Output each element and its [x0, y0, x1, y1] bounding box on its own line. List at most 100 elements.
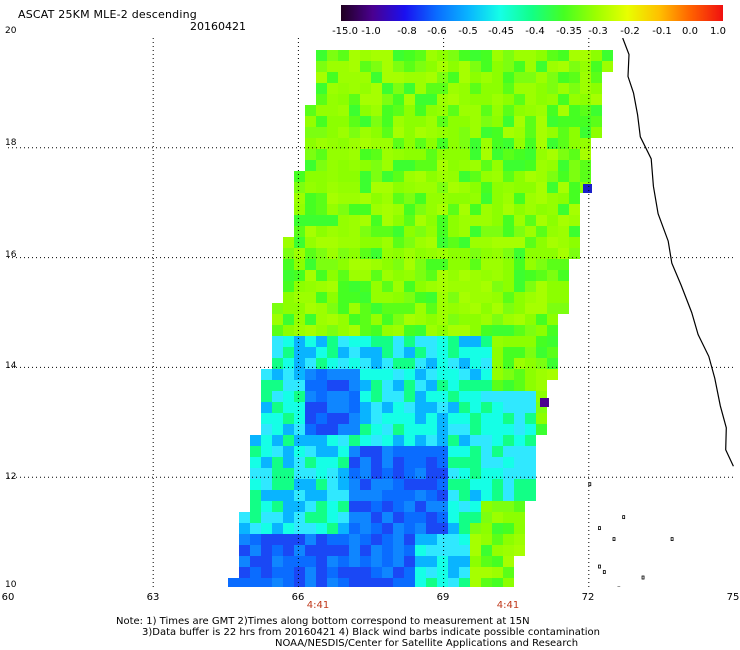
swath-cell: [338, 94, 349, 105]
swath-cell: [382, 424, 393, 435]
swath-cell: [536, 314, 547, 325]
swath-cell: [437, 160, 448, 171]
swath-cell: [481, 226, 492, 237]
swath-cell: [459, 314, 470, 325]
swath-cell: [459, 512, 470, 523]
swath-cell: [294, 534, 305, 545]
swath-cell: [481, 50, 492, 61]
swath-cell: [514, 545, 525, 556]
swath-cell: [349, 160, 360, 171]
swath-cell: [558, 83, 569, 94]
swath-cell: [382, 578, 393, 587]
island-mark: [670, 537, 674, 541]
swath-cell: [503, 50, 514, 61]
swath-cell: [536, 281, 547, 292]
swath-cell: [360, 402, 371, 413]
swath-cell: [448, 215, 459, 226]
swath-cell: [448, 358, 459, 369]
swath-cell: [338, 556, 349, 567]
swath-cell: [503, 402, 514, 413]
swath-cell: [448, 303, 459, 314]
swath-cell: [393, 94, 404, 105]
swath-cell: [591, 72, 602, 83]
swath-cell: [514, 83, 525, 94]
swath-cell: [448, 490, 459, 501]
swath-cell: [492, 61, 503, 72]
swath-cell: [536, 138, 547, 149]
swath-cell: [316, 347, 327, 358]
swath-cell: [393, 413, 404, 424]
swath-cell: [393, 204, 404, 215]
swath-cell: [305, 226, 316, 237]
swath-cell: [569, 204, 580, 215]
swath-cell: [338, 578, 349, 587]
swath-cell: [294, 171, 305, 182]
swath-cell: [371, 435, 382, 446]
swath-cell: [437, 149, 448, 160]
swath-cell: [272, 468, 283, 479]
swath-cell: [393, 303, 404, 314]
swath-cell: [371, 545, 382, 556]
swath-cell: [459, 534, 470, 545]
swath-cell: [470, 160, 481, 171]
swath-cell: [481, 534, 492, 545]
swath-cell: [536, 72, 547, 83]
swath-cell: [481, 413, 492, 424]
swath-cell: [470, 523, 481, 534]
swath-cell: [272, 413, 283, 424]
swath-cell: [404, 457, 415, 468]
swath-cell: [272, 369, 283, 380]
swath-cell: [338, 468, 349, 479]
swath-cell: [305, 215, 316, 226]
swath-cell: [261, 435, 272, 446]
swath-cell: [470, 105, 481, 116]
swath-cell: [305, 369, 316, 380]
swath-cell: [360, 501, 371, 512]
swath-cell: [569, 72, 580, 83]
swath-cell: [239, 567, 250, 578]
swath-cell: [415, 336, 426, 347]
swath-cell: [426, 435, 437, 446]
swath-cell: [272, 325, 283, 336]
swath-cell: [349, 325, 360, 336]
swath-cell: [492, 358, 503, 369]
swath-cell: [525, 83, 536, 94]
swath-cell: [525, 435, 536, 446]
swath-cell: [514, 61, 525, 72]
swath-cell: [294, 556, 305, 567]
swath-cell: [558, 204, 569, 215]
swath-cell: [316, 50, 327, 61]
swath-cell: [525, 380, 536, 391]
swath-cell: [349, 512, 360, 523]
swath-cell: [470, 424, 481, 435]
swath-cell: [514, 160, 525, 171]
swath-cell: [294, 204, 305, 215]
swath-cell: [503, 259, 514, 270]
swath-cell: [426, 94, 437, 105]
swath-cell: [503, 567, 514, 578]
lat-label-12: 12: [5, 472, 17, 482]
swath-cell: [514, 523, 525, 534]
swath-cell: [404, 281, 415, 292]
swath-cell: [503, 237, 514, 248]
swath-cell: [481, 479, 492, 490]
swath-cell: [382, 347, 393, 358]
swath-cell: [503, 446, 514, 457]
swath-cell: [448, 83, 459, 94]
swath-cell: [393, 171, 404, 182]
swath-cell: [327, 61, 338, 72]
swath-cell: [558, 248, 569, 259]
colorbar-label: -0.45: [488, 26, 514, 37]
swath-cell: [514, 105, 525, 116]
swath-cell: [360, 380, 371, 391]
swath-cell: [316, 380, 327, 391]
swath-cell: [459, 457, 470, 468]
swath-cell: [426, 182, 437, 193]
swath-cell: [415, 237, 426, 248]
swath-cell: [525, 61, 536, 72]
swath-cell: [294, 567, 305, 578]
swath-cell: [459, 501, 470, 512]
swath-cell: [426, 226, 437, 237]
swath-cell: [382, 369, 393, 380]
swath-cell: [492, 116, 503, 127]
